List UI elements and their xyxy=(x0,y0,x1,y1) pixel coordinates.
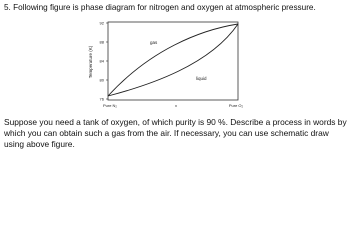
dew-curve xyxy=(107,23,239,97)
x-labels: Pure N₂ x Pure O₂ xyxy=(103,103,244,108)
page: {"question": "5. Following figure is pha… xyxy=(4,3,347,150)
y-tick-label: 80 xyxy=(100,78,105,83)
question: 5. Following figure is phase diagram for… xyxy=(4,3,316,12)
paragraph-line: Suppose you need a tank of oxygen, of wh… xyxy=(4,117,347,127)
y-ticks: 92 88 84 80 76 xyxy=(100,21,108,102)
gas-label: gas xyxy=(150,40,158,45)
y-axis-label: Temperature (K) xyxy=(88,45,93,78)
x-label: Pure N₂ xyxy=(103,103,117,108)
paragraph-line: which you can obtain such a gas from the… xyxy=(4,128,329,138)
paragraph-line: using above figure. xyxy=(4,139,75,149)
plot-frame xyxy=(107,21,239,101)
paragraph: Suppose you need a tank of oxygen, of wh… xyxy=(4,117,347,150)
y-tick-label: 84 xyxy=(100,59,105,64)
liquid-label: liquid xyxy=(196,76,207,81)
bubble-curve xyxy=(107,23,239,97)
x-label: Pure O₂ xyxy=(229,103,244,108)
y-tick-label: 76 xyxy=(100,97,105,102)
phase-diagram: Temperature (K) gas liquid 92 88 84 80 76 Pu… xyxy=(88,21,244,109)
y-tick-label: 92 xyxy=(100,21,105,26)
x-label: x xyxy=(175,103,177,108)
y-tick-label: 88 xyxy=(100,40,105,45)
